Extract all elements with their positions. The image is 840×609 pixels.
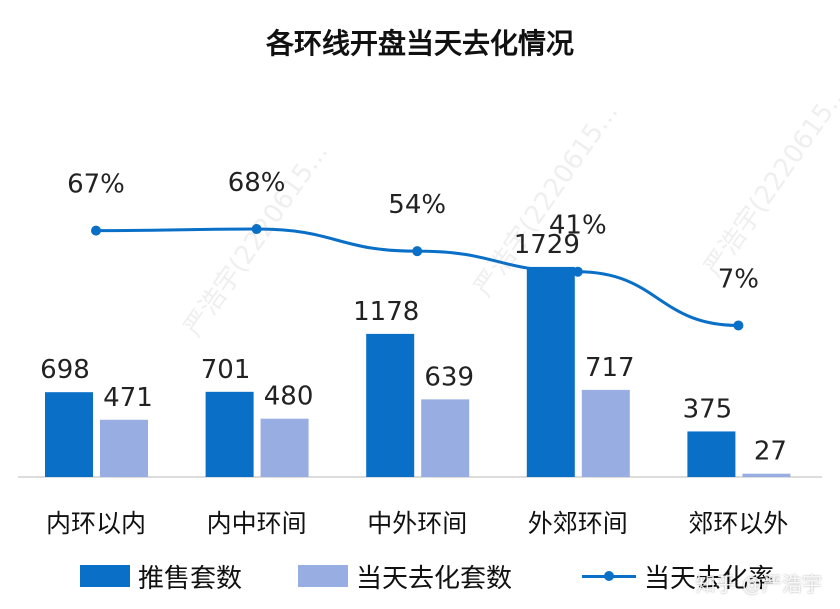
x-tick-label: 中外环间 [367,509,467,538]
x-tick-label: 内环以内 [46,509,146,538]
legend-label-absorbed: 当天去化套数 [356,563,513,594]
legend-item-sold: 推售套数 [80,556,242,596]
data-label-rate: 67% [67,170,125,200]
x-tick-label: 内中环间 [207,509,307,538]
x-tick-label: 郊环以外 [688,509,788,538]
point-rate [412,246,423,257]
data-label-sold: 701 [201,355,251,385]
chart-title: 各环线开盘当天去化情况 [265,27,574,60]
data-label-absorbed: 480 [264,382,314,412]
bar-sold [205,391,254,477]
legend-swatch-sold [80,565,130,587]
legend-swatch-rate [582,565,636,587]
data-label-rate: 7% [718,264,759,294]
point-rate [733,320,744,331]
data-label-rate: 41% [549,211,607,241]
bar-sold [526,266,575,477]
point-rate [91,225,101,236]
data-label-absorbed: 27 [754,437,787,467]
watermark-corner: 知乎 @严浩宇 [695,572,822,596]
bar-absorbed [742,473,791,477]
data-label-absorbed: 639 [424,362,474,392]
point-rate [572,266,583,277]
bar-absorbed [260,418,309,477]
data-label-absorbed: 471 [103,383,153,413]
chart-legend: 推售套数 当天去化套数 当天去化率 [0,556,840,596]
bar-absorbed [581,389,630,477]
data-label-rate: 68% [228,168,286,198]
data-label-absorbed: 717 [585,353,635,383]
data-label-sold: 1178 [353,297,419,327]
point-rate [251,224,262,235]
data-label-sold: 375 [683,394,733,424]
bar-sold [45,392,93,477]
data-label-rate: 54% [388,190,446,220]
bar-sold [366,333,415,477]
x-tick-label: 外郊环间 [528,509,628,538]
bar-sold [687,431,736,477]
legend-item-absorbed: 当天去化套数 [298,556,512,596]
bar-absorbed [421,399,470,477]
legend-label-sold: 推售套数 [138,563,243,594]
legend-swatch-absorbed [298,565,348,587]
bar-absorbed [100,419,148,477]
data-label-sold: 1729 [514,230,580,260]
legend-label-rate: 当天去化率 [644,563,775,594]
legend-item-rate: 当天去化率 [582,556,774,596]
data-label-sold: 698 [40,355,90,385]
